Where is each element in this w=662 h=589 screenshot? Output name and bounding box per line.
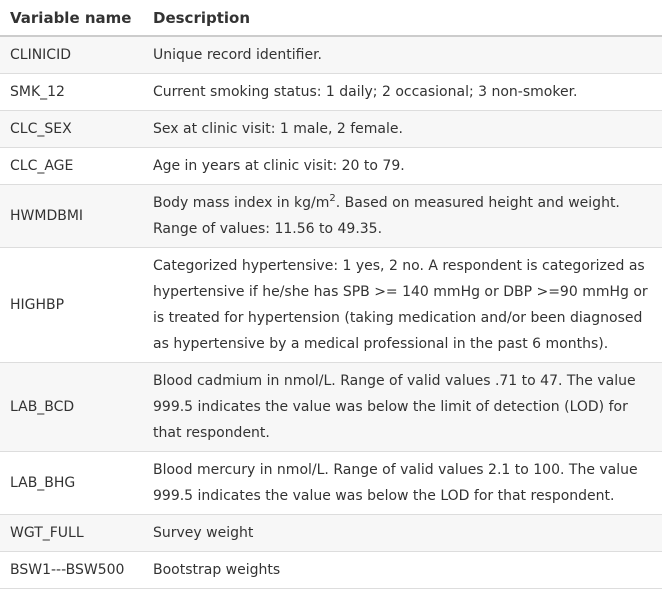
description-cell: Survey weight xyxy=(143,514,662,552)
table-row: HWMDBMI Body mass index in kg/m2. Based … xyxy=(0,184,662,248)
table-row: CLINICID Unique record identifier. xyxy=(0,35,662,74)
table-row: SMK_12 Current smoking status: 1 daily; … xyxy=(0,73,662,111)
description-cell: Blood mercury in nmol/L. Range of valid … xyxy=(143,451,662,515)
variable-cell: CLC_SEX xyxy=(0,110,143,148)
superscript: 2 xyxy=(329,193,336,204)
table-row: CLC_SEX Sex at clinic visit: 1 male, 2 f… xyxy=(0,110,662,148)
variable-cell: LAB_BCD xyxy=(0,362,143,452)
description-cell: Unique record identifier. xyxy=(143,35,662,74)
header-row: Variable name Description xyxy=(0,0,662,37)
description-cell: Categorized hypertensive: 1 yes, 2 no. A… xyxy=(143,247,662,363)
table-row: LAB_BCD Blood cadmium in nmol/L. Range o… xyxy=(0,362,662,452)
variable-cell: LAB_BHG xyxy=(0,451,143,515)
variable-cell: HWMDBMI xyxy=(0,184,143,248)
variable-cell: CLC_AGE xyxy=(0,147,143,185)
description-cell: Age in years at clinic visit: 20 to 79. xyxy=(143,147,662,185)
description-text: Body mass index in kg/m xyxy=(153,195,330,211)
variable-name-header: Variable name xyxy=(0,0,143,37)
variable-cell: HIGHBP xyxy=(0,247,143,363)
description-cell: Current smoking status: 1 daily; 2 occas… xyxy=(143,73,662,111)
table-row: WGT_FULL Survey weight xyxy=(0,514,662,552)
table-row: LAB_BHG Blood mercury in nmol/L. Range o… xyxy=(0,451,662,515)
description-cell: Blood cadmium in nmol/L. Range of valid … xyxy=(143,362,662,452)
table-row: BSW1---BSW500 Bootstrap weights xyxy=(0,551,662,589)
description-cell: Body mass index in kg/m2. Based on measu… xyxy=(143,184,662,248)
description-text: . Based on measured height and weight. R… xyxy=(153,195,620,237)
description-cell: Bootstrap weights xyxy=(143,551,662,589)
variable-cell: BSW1---BSW500 xyxy=(0,551,143,589)
table-row: HIGHBP Categorized hypertensive: 1 yes, … xyxy=(0,247,662,363)
variable-cell: WGT_FULL xyxy=(0,514,143,552)
variable-cell: SMK_12 xyxy=(0,73,143,111)
table-row: CLC_AGE Age in years at clinic visit: 20… xyxy=(0,147,662,185)
description-header: Description xyxy=(143,0,662,37)
description-cell: Sex at clinic visit: 1 male, 2 female. xyxy=(143,110,662,148)
variable-cell: CLINICID xyxy=(0,35,143,74)
